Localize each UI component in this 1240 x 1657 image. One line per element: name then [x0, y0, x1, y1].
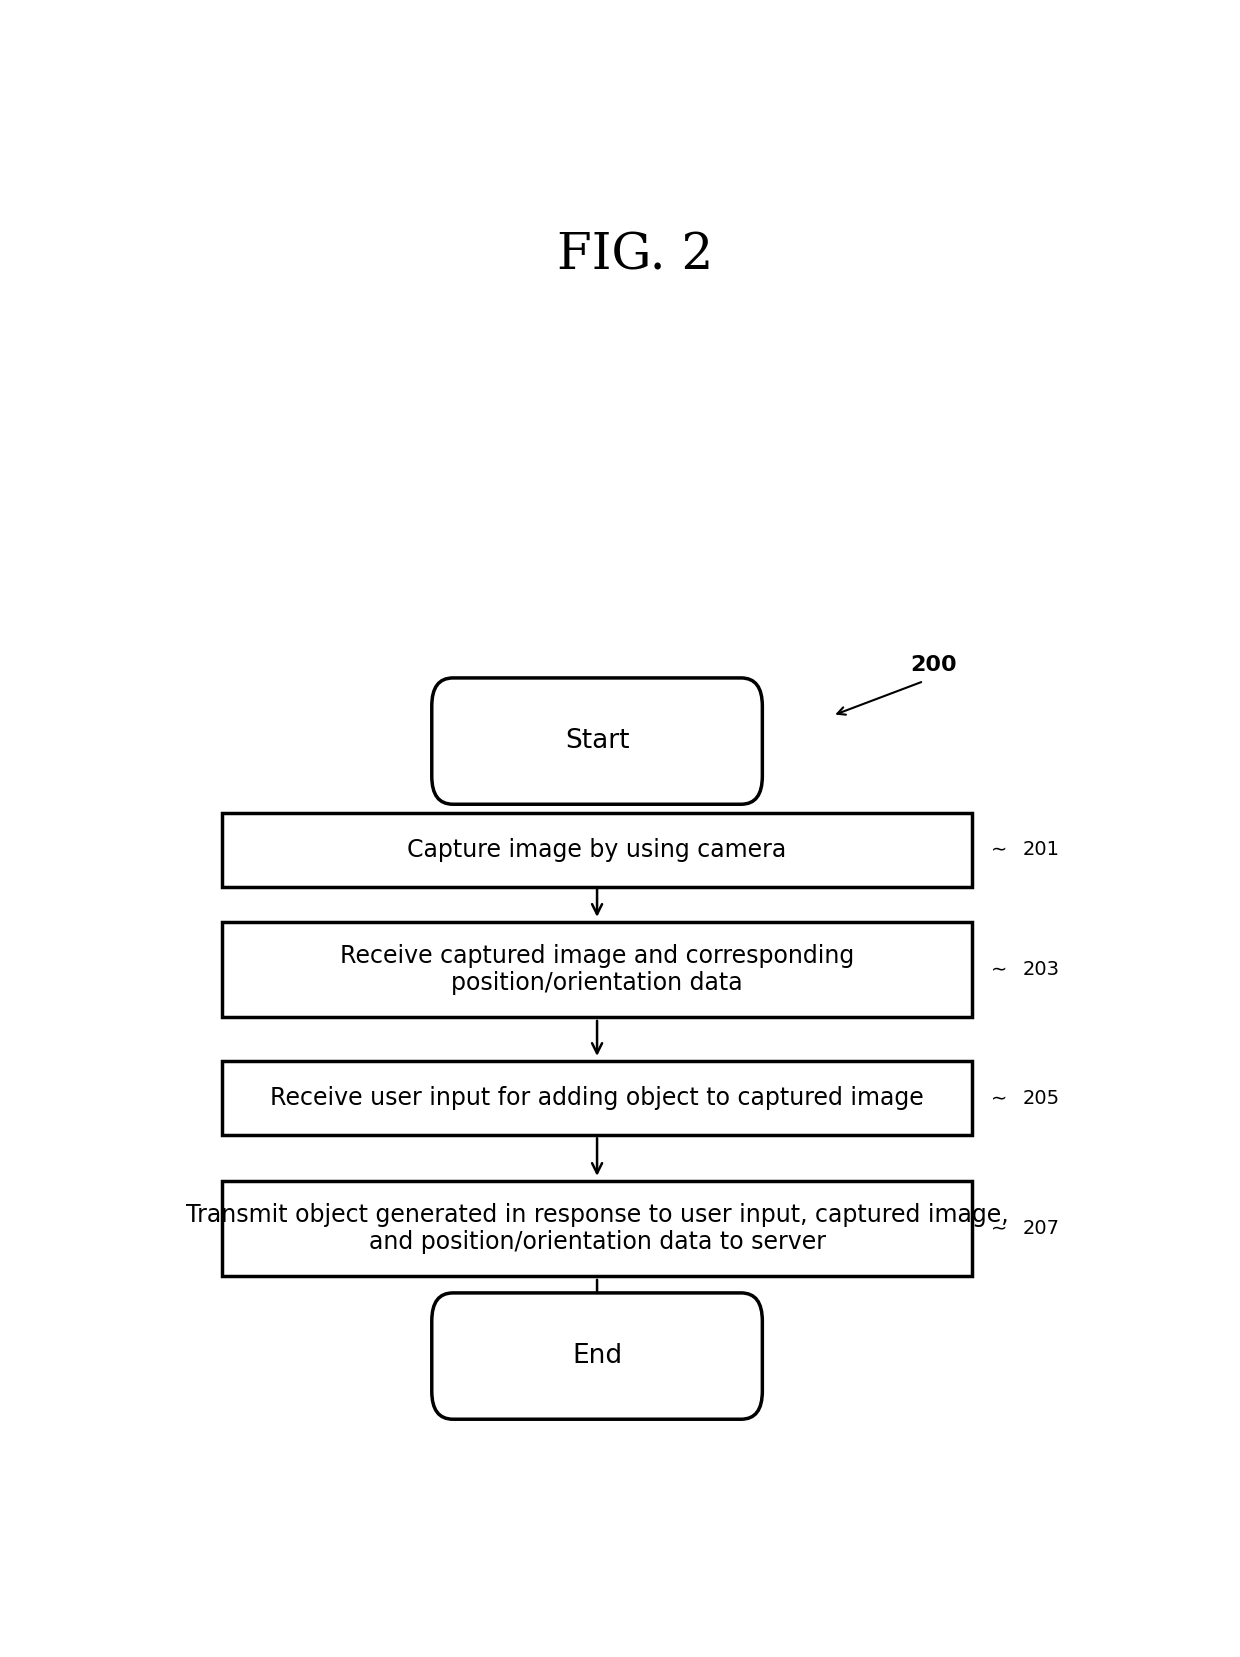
Bar [222, 921, 972, 1017]
Text: 207: 207 [1023, 1220, 1060, 1238]
Text: Transmit object generated in response to user input, captured image,
and positio: Transmit object generated in response to… [186, 1203, 1008, 1254]
Bar [222, 1062, 972, 1135]
Text: Receive user input for adding object to captured image: Receive user input for adding object to … [270, 1087, 924, 1110]
Text: 203: 203 [1023, 959, 1060, 979]
FancyBboxPatch shape [432, 1292, 763, 1420]
Text: 201: 201 [1023, 840, 1060, 858]
Text: Receive captured image and corresponding
position/orientation data: Receive captured image and corresponding… [340, 943, 854, 996]
Text: ∼: ∼ [991, 840, 1007, 858]
Bar [222, 1181, 972, 1276]
Text: 205: 205 [1023, 1089, 1060, 1109]
Text: FIG. 2: FIG. 2 [557, 232, 714, 282]
Bar [222, 812, 972, 886]
Text: ∼: ∼ [991, 959, 1007, 979]
Text: Capture image by using camera: Capture image by using camera [408, 837, 786, 862]
FancyBboxPatch shape [432, 678, 763, 804]
Text: 200: 200 [910, 655, 957, 674]
Text: ∼: ∼ [991, 1089, 1007, 1109]
Text: ∼: ∼ [991, 1220, 1007, 1238]
Text: End: End [572, 1344, 622, 1369]
Text: Start: Start [564, 727, 630, 754]
